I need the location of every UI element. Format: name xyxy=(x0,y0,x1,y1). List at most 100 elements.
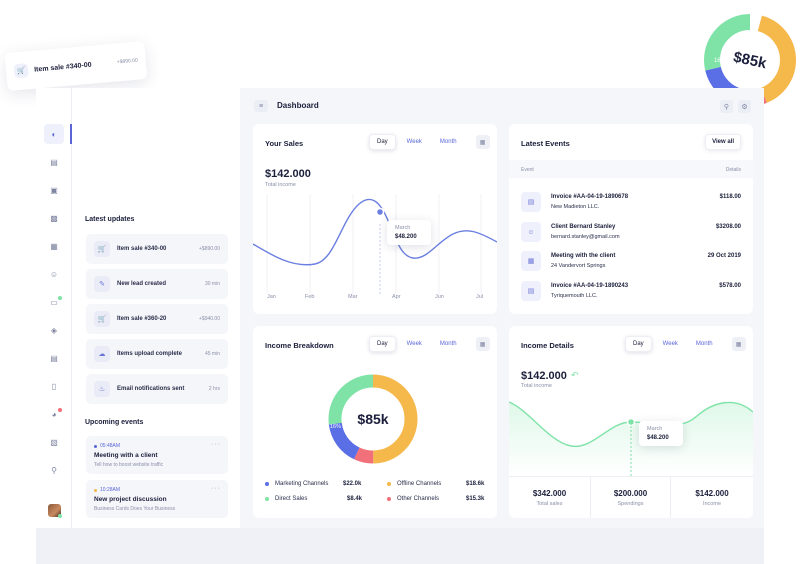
document-nav-icon[interactable]: ▤ xyxy=(50,353,58,363)
legend-name: Marketing Channels xyxy=(275,481,329,487)
invoice-icon: ▤ xyxy=(521,281,541,301)
menu-icon[interactable]: ≡ xyxy=(254,100,268,112)
settings-icon[interactable]: ⚙ xyxy=(738,100,751,113)
update-item[interactable]: 🛒 Item sale #360-20 +$940.00 xyxy=(86,304,228,334)
legend-item: Offline Channels xyxy=(387,481,441,487)
update-item[interactable]: ♨ Email notifications sent 2 hrs xyxy=(86,374,228,404)
tab-month[interactable]: Month xyxy=(695,341,713,347)
book-nav-icon[interactable]: ▯ xyxy=(51,381,57,391)
row-sub: New Madieton LLC. xyxy=(551,204,600,210)
tooltip-month: March xyxy=(647,426,663,432)
month-label: Mar xyxy=(348,294,358,300)
background-floor xyxy=(36,528,764,564)
floating-donut-center: $85k xyxy=(732,49,769,73)
stat-income: $142.000 Income xyxy=(671,476,753,518)
bulb-nav-icon[interactable]: ⚲ xyxy=(51,465,57,475)
your-sales-total-label: Total income xyxy=(265,182,296,188)
row-detail: $118.00 xyxy=(719,194,741,200)
row-detail: $3208.00 xyxy=(715,224,741,230)
update-label: Item sale #360-20 xyxy=(117,316,167,322)
row-sub: bernard.stanley@gmail.com xyxy=(551,234,620,240)
sales-line xyxy=(253,198,497,266)
monitor-nav-icon[interactable]: ▭ xyxy=(50,297,58,307)
latest-events-card: Latest Events View all Event Details ▤ I… xyxy=(509,124,753,314)
update-item[interactable]: 🛒 Item sale #340-00 +$890.00 xyxy=(86,234,228,264)
tab-week[interactable]: Week xyxy=(662,341,678,347)
dashboard-nav-icon[interactable]: ◐ xyxy=(44,124,64,144)
tooltip-value: $48.200 xyxy=(647,435,669,441)
more-icon[interactable]: ··· xyxy=(211,441,221,448)
income-breakdown-card: Income Breakdown Day Week Month ▦ $85k 1… xyxy=(253,326,497,518)
pie-nav-icon[interactable]: ◕ xyxy=(51,409,57,419)
update-meta: +$940.00 xyxy=(199,316,220,322)
table-row[interactable]: ▤ Invoice #AA-04-19-1890243 Tyriquemouth… xyxy=(521,280,741,304)
row-title: Invoice #AA-04-19-1890678 xyxy=(551,194,629,200)
view-all-button[interactable]: View all xyxy=(705,134,741,150)
floating-donut-slice-offline xyxy=(704,14,796,106)
donut-center: $85k xyxy=(357,411,388,427)
icon-rail: ◐ ▤ ▣ ▩ ▦ ☺ ▭ ◈ ▤ ▯ ◕ ▧ ⚲ xyxy=(36,88,72,528)
calendar-icon[interactable]: ▦ xyxy=(475,337,490,351)
income-point[interactable] xyxy=(626,417,636,427)
income-donut-chart: $85k 16% xyxy=(328,374,418,464)
update-item[interactable]: ☁ Items upload complete 45 min xyxy=(86,339,228,369)
table-row[interactable]: ☺ Client Bernard Stanley bernard.stanley… xyxy=(521,221,741,245)
tab-week[interactable]: Week xyxy=(406,341,422,347)
wallet-nav-icon[interactable]: ▧ xyxy=(50,437,58,447)
table-header-bg xyxy=(509,160,753,178)
lead-icon: ✎ xyxy=(94,276,110,292)
row-sub: Tyriquemouth LLC. xyxy=(551,293,598,299)
income-details-total-label: Total income xyxy=(521,383,552,389)
undo-icon: ↶ xyxy=(571,370,579,380)
legend-item: Other Channels xyxy=(387,496,439,502)
calendar-icon[interactable]: ▦ xyxy=(475,135,490,149)
page-title: Dashboard xyxy=(277,101,319,110)
legend-value: $15.3k xyxy=(466,496,485,502)
floating-toast: 🛒 Item sale #340-00 +$890.00 xyxy=(4,40,148,92)
event-card[interactable]: 05:48AM Meeting with a client Tell how t… xyxy=(86,436,228,474)
tooltip-value: $48.200 xyxy=(395,234,417,240)
your-sales-title: Your Sales xyxy=(265,139,304,148)
sales-point[interactable] xyxy=(375,207,385,217)
invoice-icon: ▤ xyxy=(521,192,541,212)
event-sub: Tell how to boost website traffic xyxy=(94,462,164,468)
event-dot xyxy=(94,488,97,492)
update-meta: 2 hrs xyxy=(208,386,220,392)
event-time: 10:28AM xyxy=(100,487,121,493)
cart-icon: 🛒 xyxy=(94,311,110,327)
donut-slice-other xyxy=(328,374,418,464)
calendar-icon[interactable]: ▦ xyxy=(731,337,746,351)
floating-donut-pct: 16% xyxy=(714,58,727,64)
avatar[interactable] xyxy=(48,504,61,517)
users-nav-icon[interactable]: ☺ xyxy=(49,269,59,279)
calendar-nav-icon[interactable]: ▦ xyxy=(50,241,58,251)
tab-day[interactable]: Day xyxy=(369,134,396,150)
legend-name: Other Channels xyxy=(397,496,440,502)
tab-month[interactable]: Month xyxy=(439,139,457,145)
your-sales-total: $142.000 xyxy=(265,168,311,180)
briefcase-nav-icon[interactable]: ▤ xyxy=(50,157,58,167)
row-detail: 29 Oct 2019 xyxy=(707,253,741,259)
search-icon[interactable]: ⚲ xyxy=(720,100,733,113)
tooltip-month: March xyxy=(395,225,411,231)
tab-month[interactable]: Month xyxy=(439,341,457,347)
update-label: Item sale #340-00 xyxy=(117,246,167,252)
tab-day[interactable]: Day xyxy=(625,336,652,352)
row-sub: 24 Vandervort Springs xyxy=(551,263,606,269)
cards-nav-icon[interactable]: ▩ xyxy=(50,213,58,223)
tab-week[interactable]: Week xyxy=(406,139,422,145)
cube-nav-icon[interactable]: ◈ xyxy=(50,325,58,335)
income-breakdown-title: Income Breakdown xyxy=(265,341,334,350)
cart-icon: 🛒 xyxy=(94,241,110,257)
month-label: Jul xyxy=(476,294,484,300)
clipboard-nav-icon[interactable]: ▣ xyxy=(50,185,58,195)
more-icon[interactable]: ··· xyxy=(211,485,221,492)
table-row[interactable]: ▦ Meeting with the client 24 Vandervort … xyxy=(521,250,741,274)
main-area: ≡ Dashboard ⚲ ⚙ Your Sales Day Week Mont… xyxy=(240,88,764,528)
table-row[interactable]: ▤ Invoice #AA-04-19-1890678 New Madieton… xyxy=(521,191,741,215)
event-card[interactable]: 10:28AM New project discussion Business … xyxy=(86,480,228,518)
client-icon: ☺ xyxy=(521,222,541,242)
update-item[interactable]: ✎ New lead created 30 min xyxy=(86,269,228,299)
col-details: Details xyxy=(725,167,741,173)
tab-day[interactable]: Day xyxy=(369,336,396,352)
